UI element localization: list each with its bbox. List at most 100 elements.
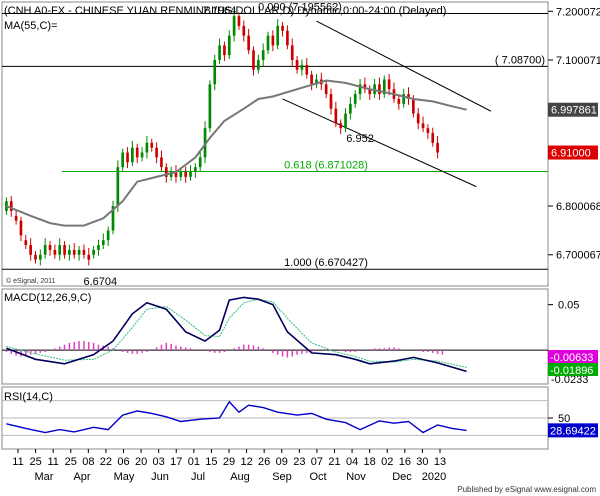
x-month-label: Mar (35, 471, 54, 483)
x-month-label: 2020 (422, 471, 446, 483)
price-tag (548, 145, 598, 160)
macd-signal-line (6, 298, 467, 368)
candle-body (412, 98, 415, 114)
candle-body (218, 45, 221, 60)
x-month-label: Nov (346, 471, 366, 483)
x-day-label: 03 (153, 456, 165, 468)
x-day-label: 21 (328, 456, 340, 468)
candle-body (24, 240, 28, 246)
x-day-label: 11 (47, 456, 58, 468)
candle-body (402, 94, 405, 104)
candle-body (126, 152, 129, 163)
price-tag-label: 6.91000 (551, 148, 591, 160)
candle-body (150, 142, 154, 148)
y-tick-label: 7.200072 (556, 6, 600, 18)
candle-body (416, 113, 420, 124)
publisher-footer: Published by eSignal www.esignal.com (457, 485, 596, 494)
x-month-label: Sep (272, 471, 292, 483)
candle-body (237, 16, 241, 26)
candle-body (339, 123, 343, 129)
candle-body (121, 152, 125, 168)
x-month-label: Jun (151, 471, 169, 483)
candle-body (58, 245, 62, 255)
macd-line (6, 296, 467, 373)
x-month-label: Oct (309, 471, 326, 483)
candle-body (344, 113, 347, 129)
y-tick-label: 50 (558, 413, 570, 425)
candle-body (92, 249, 95, 255)
candle-body (261, 50, 265, 60)
candle-body (72, 249, 76, 255)
candle-body (382, 79, 386, 95)
candle-body (397, 98, 401, 104)
candle-body (169, 172, 173, 177)
candle-body (300, 64, 304, 70)
candle-body (9, 201, 13, 211)
candle-body (39, 254, 42, 260)
candle-body (29, 245, 32, 255)
candle-body (63, 245, 66, 255)
candle-body (358, 84, 362, 95)
candle-body (223, 45, 226, 56)
candle-body (194, 167, 197, 172)
level-label: 1.000 (6.670427) (284, 257, 368, 269)
price-annotation: 7.1964 (203, 5, 237, 17)
candle-body (363, 84, 367, 90)
x-day-label: 06 (117, 456, 129, 468)
macd-tag-label: -0.00633 (550, 352, 593, 364)
macd-tag (548, 350, 598, 363)
candle-body (179, 172, 183, 177)
x-day-label: 25 (29, 456, 41, 468)
x-day-label: 07 (311, 456, 323, 468)
candle-body (213, 60, 217, 85)
macd-tag-label: -0.01896 (550, 365, 593, 377)
candle-body (286, 30, 289, 46)
candle-body (87, 254, 91, 260)
x-day-label: 29 (223, 456, 235, 468)
candle-body (276, 25, 280, 46)
candle-body (407, 94, 410, 99)
rsi-tag (548, 423, 598, 438)
ma-label: MA(55,C)= (4, 20, 58, 32)
candle-body (189, 172, 192, 177)
chart-title: (CNH A0-FX - CHINESE YUAN RENMINBI/US DO… (4, 5, 446, 17)
level-label: 0.000 (7.195562) (258, 1, 342, 13)
candle-body (266, 35, 270, 51)
x-month-label: May (114, 471, 135, 483)
candle-body (329, 94, 333, 109)
candle-body (48, 245, 52, 250)
candle-body (353, 94, 357, 104)
candle-body (160, 157, 163, 168)
candle-body (145, 142, 149, 153)
candle-body (184, 172, 187, 177)
x-day-label: 04 (346, 456, 358, 468)
x-day-label: 15 (205, 456, 217, 468)
x-month-label: Jul (191, 471, 205, 483)
candle-body (295, 60, 299, 70)
candle-body (43, 245, 47, 255)
x-day-label: 11 (12, 456, 23, 468)
price-tag-label: 6.997861 (551, 105, 597, 117)
x-day-label: 22 (100, 456, 112, 468)
y-tick-label: 7.100071 (556, 55, 600, 67)
x-day-label: 30 (416, 456, 428, 468)
candle-body (232, 16, 236, 36)
candle-body (281, 25, 284, 31)
y-tick-label: 6.800068 (556, 201, 600, 213)
candle-body (97, 245, 100, 250)
candle-body (431, 133, 435, 143)
level-label: ( 7.08700) (495, 54, 545, 66)
candle-body (378, 84, 381, 95)
candle-body (421, 123, 425, 129)
candle-body (257, 60, 260, 70)
x-axis: 11 25 11 25 08 22 06 20 03 17 01 15 29 12 26 09 23 07 21 04… (12, 449, 446, 483)
candle-body (252, 50, 255, 70)
candle-body (290, 45, 294, 60)
candle-body (349, 103, 352, 114)
candle-body (247, 35, 250, 51)
candle-body (315, 79, 318, 85)
rsi-title: RSI(14,C) (4, 391, 53, 403)
candle-body (106, 230, 110, 241)
candle-body (368, 89, 372, 95)
